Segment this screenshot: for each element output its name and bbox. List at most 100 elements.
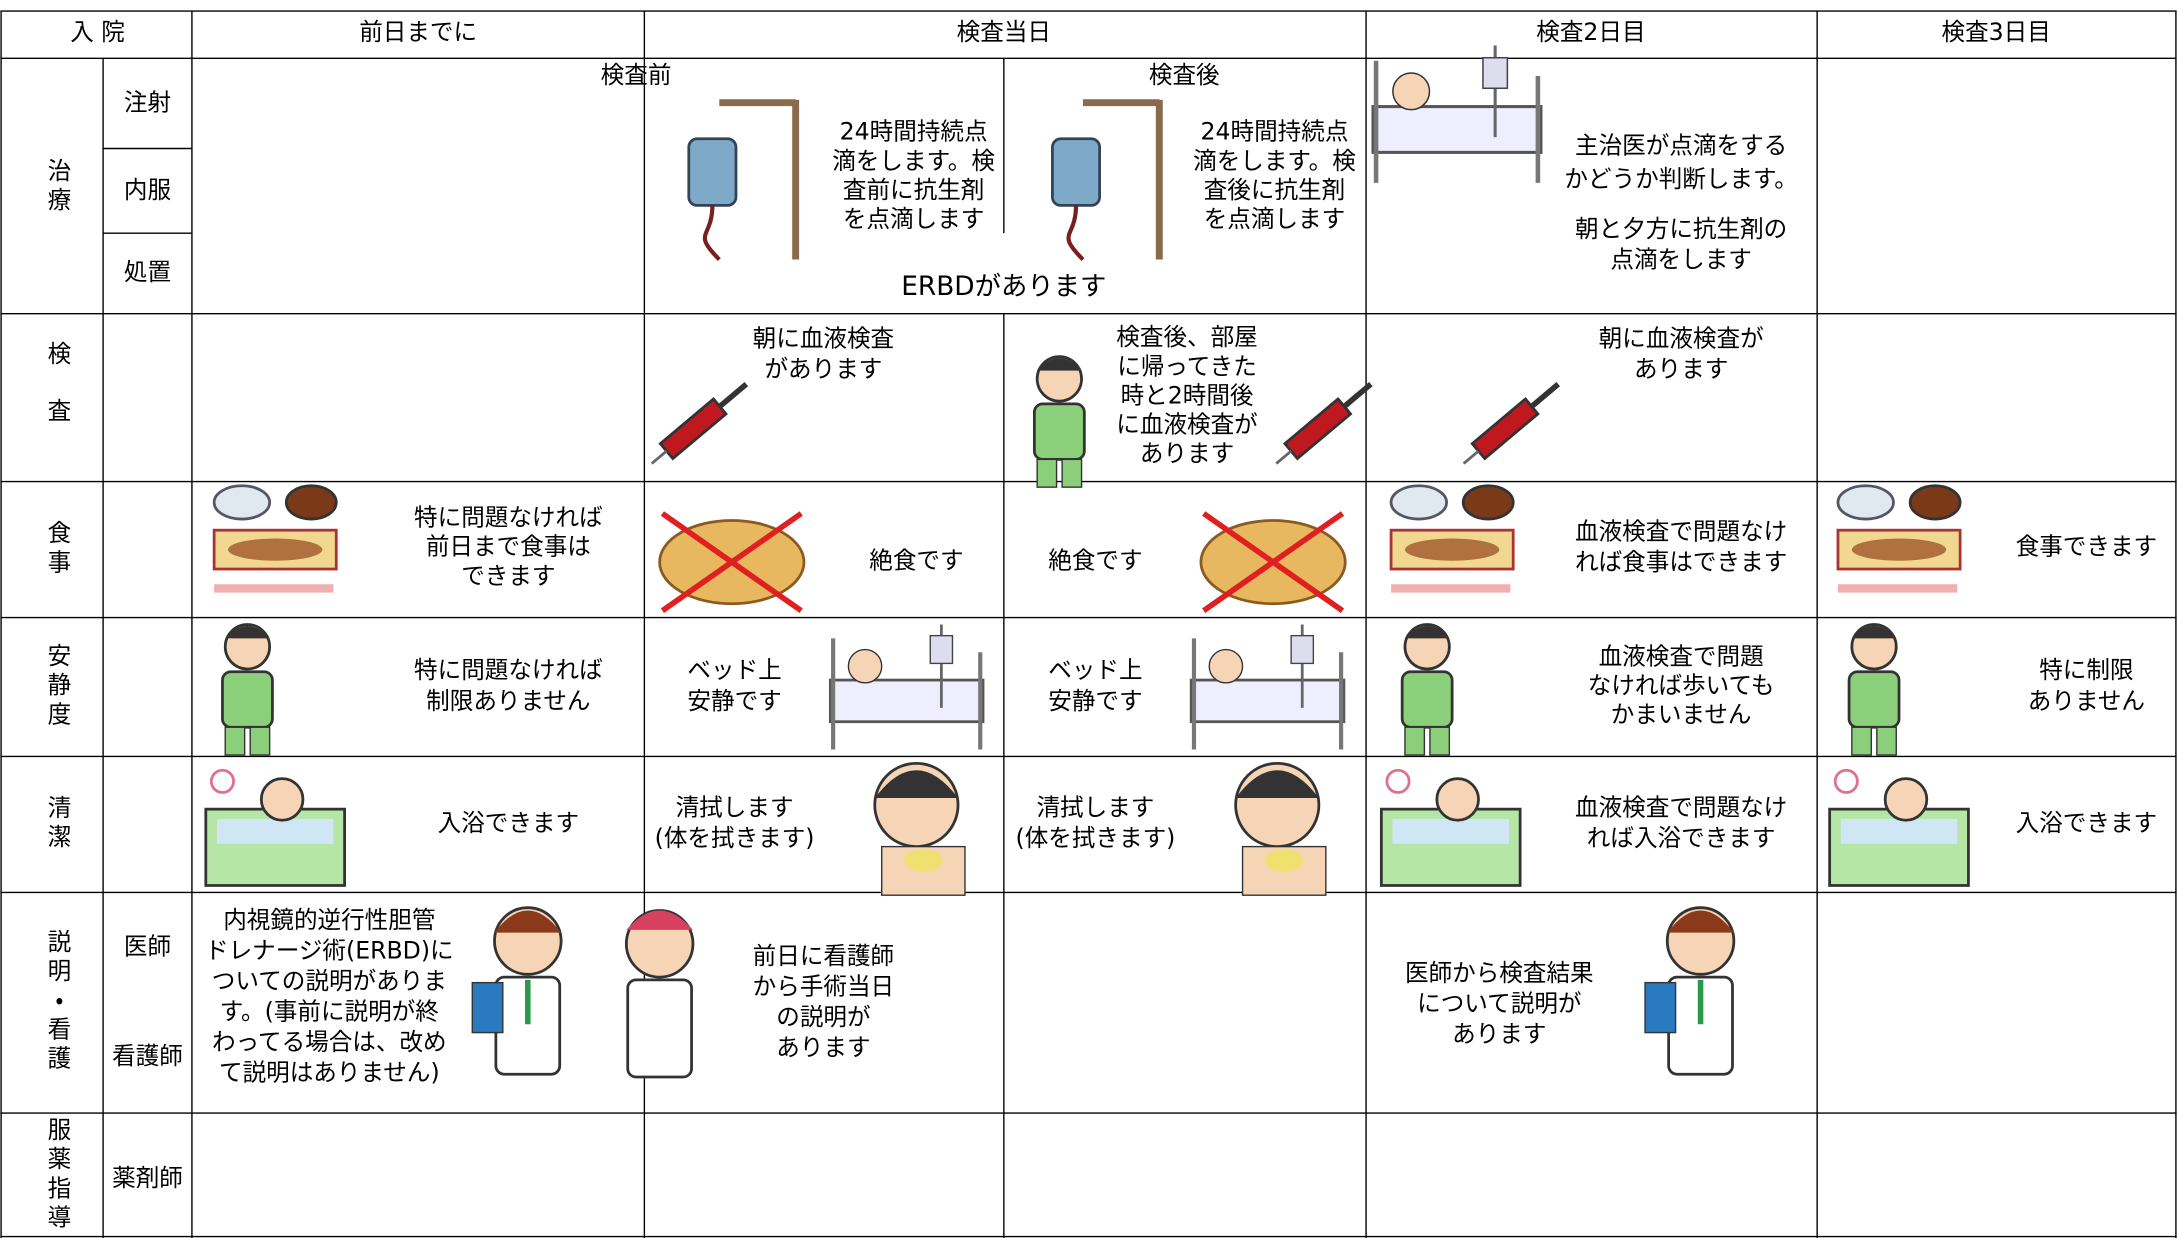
cell-text: かどうか判断します。 (1564, 165, 1797, 193)
row-label: 清潔 (43, 795, 71, 854)
cell-text: 24時間持続点 (840, 118, 988, 146)
row-sublabel: 処置 (124, 258, 171, 286)
row-label: 説明・看護 (43, 929, 71, 1075)
cell-text: から手術当日 (753, 973, 894, 1001)
cell-text: わってる場合は、改め (212, 1028, 447, 1056)
cell-text: (体を拭きます) (655, 824, 815, 852)
iv-illustration (689, 100, 796, 260)
bath-illustration (1379, 768, 1522, 887)
cell-text: 朝に血液検査が (1599, 325, 1764, 353)
cell-text: ベッド上 (687, 656, 781, 684)
row-sublabel: 注射 (124, 89, 171, 117)
bath-illustration (1828, 768, 1970, 887)
meal-illustration (214, 486, 336, 589)
doctor-illustration (472, 908, 561, 1075)
cell-text: 特に問題なければ (414, 504, 603, 532)
cell-text: あります (776, 1034, 870, 1062)
cell-text: について説明が (1417, 989, 1581, 1017)
no-meal-illustration (1201, 514, 1345, 611)
meal-illustration (1838, 486, 1960, 589)
cell-text: 血液検査で問題なけ (1575, 794, 1787, 822)
cell-text: 朝と夕方に抗生剤の (1575, 215, 1787, 243)
patient-illustration (221, 623, 274, 757)
cell-text: 特に制限 (2039, 656, 2133, 684)
cell-text: 清拭します (1036, 794, 1154, 822)
row-label: 安静度 (43, 643, 71, 731)
cell-text: (体を拭きます) (1016, 824, 1176, 852)
cell-text: 制限ありません (426, 687, 590, 715)
bed-illustration (1373, 46, 1541, 183)
meal-illustration (1391, 486, 1513, 589)
cell-text: 滴をします。検 (1193, 147, 1356, 175)
cell-text: 24時間持続点 (1201, 118, 1349, 146)
syringe-illustration (1270, 377, 1377, 471)
row-label: 服薬指導 (43, 1117, 71, 1234)
cell-text: 医師から検査結果 (1405, 959, 1594, 987)
sub-header: 検査前 (601, 61, 672, 89)
header-column: 検査3日目 (1942, 18, 2051, 46)
cell-text: 時と2時間後 (1121, 381, 1254, 409)
doctor-small-illustration (1032, 355, 1086, 489)
cell-text: できます (461, 562, 555, 590)
cell-text: 内視鏡的逆行性胆管 (223, 906, 435, 934)
cell-text: れば入浴できます (1587, 824, 1776, 852)
cell-text: 絶食です (869, 547, 963, 575)
cell-text: 血液検査で問題なけ (1575, 517, 1787, 545)
row-sublabel: 内服 (124, 176, 171, 204)
nurse-illustration (624, 909, 695, 1079)
cell-text: に血液検査が (1116, 411, 1257, 439)
bed-illustration (1191, 625, 1344, 750)
cell-text: に帰ってきた (1117, 352, 1257, 380)
row-label: 治療 (43, 158, 71, 217)
patient-illustration (1847, 623, 1901, 757)
cell-text: 査後に抗生剤 (1204, 176, 1345, 204)
wipe-illustration (1234, 761, 1328, 897)
cell-text: あります (1452, 1020, 1546, 1048)
bath-illustration (204, 768, 346, 887)
cell-text: 特に問題なければ (414, 656, 603, 684)
sub-header: 検査後 (1149, 61, 1220, 89)
cell-text: 血液検査で問題 (1599, 642, 1764, 670)
cell-text: 安静です (687, 687, 781, 715)
row-sublabel: 看護師 (112, 1042, 183, 1070)
cell-text: の説明が (776, 1003, 870, 1031)
cell-text: れば食事はできます (1575, 548, 1787, 576)
doctor-illustration (1645, 908, 1734, 1075)
cell-text: 主治医が点滴をする (1575, 132, 1787, 160)
syringe-illustration (645, 377, 752, 471)
cell-text: 検査後、部屋 (1116, 323, 1257, 351)
cell-text: 前日まで食事は (426, 533, 591, 561)
cell-text: 前日に看護師 (753, 942, 894, 970)
cell-text: 食事できます (2016, 533, 2157, 561)
cell-text: かまいません (1611, 701, 1752, 729)
cell-text: を点滴します (843, 205, 984, 233)
table-grid (0, 10, 2177, 1238)
wipe-illustration (873, 761, 967, 897)
iv-illustration (1052, 100, 1159, 260)
syringe-illustration (1457, 377, 1564, 471)
cell-text: ドレナージ術(ERBD)に (205, 937, 454, 965)
header-column: 検査当日 (957, 18, 1051, 46)
cell-text: て説明はありません) (219, 1059, 440, 1087)
row-sublabel: 医師 (124, 932, 171, 960)
cell-text: ベッド上 (1048, 656, 1142, 684)
cell-text: ERBDがあります (901, 272, 1106, 302)
cell-text: す。(事前に説明が終 (220, 998, 439, 1026)
cell-text: 入浴できます (438, 809, 579, 837)
row-sublabel: 薬剤師 (112, 1164, 183, 1192)
cell-text: を点滴します (1204, 205, 1345, 233)
cell-text: 滴をします。検 (832, 147, 995, 175)
bed-illustration (830, 625, 983, 750)
cell-text: 点滴をします (1610, 245, 1751, 273)
cell-text: 査前に抗生剤 (843, 176, 984, 204)
cell-text: 入浴できます (2016, 809, 2157, 837)
cell-text: ありません (2028, 687, 2145, 715)
header-admission: 入 院 (70, 18, 125, 46)
header-column: 前日までに (359, 18, 477, 46)
cell-text: があります (764, 355, 882, 383)
row-label: 検査 (43, 341, 71, 455)
header-column: 検査2日目 (1536, 18, 1645, 46)
cell-text: 清拭します (676, 794, 794, 822)
